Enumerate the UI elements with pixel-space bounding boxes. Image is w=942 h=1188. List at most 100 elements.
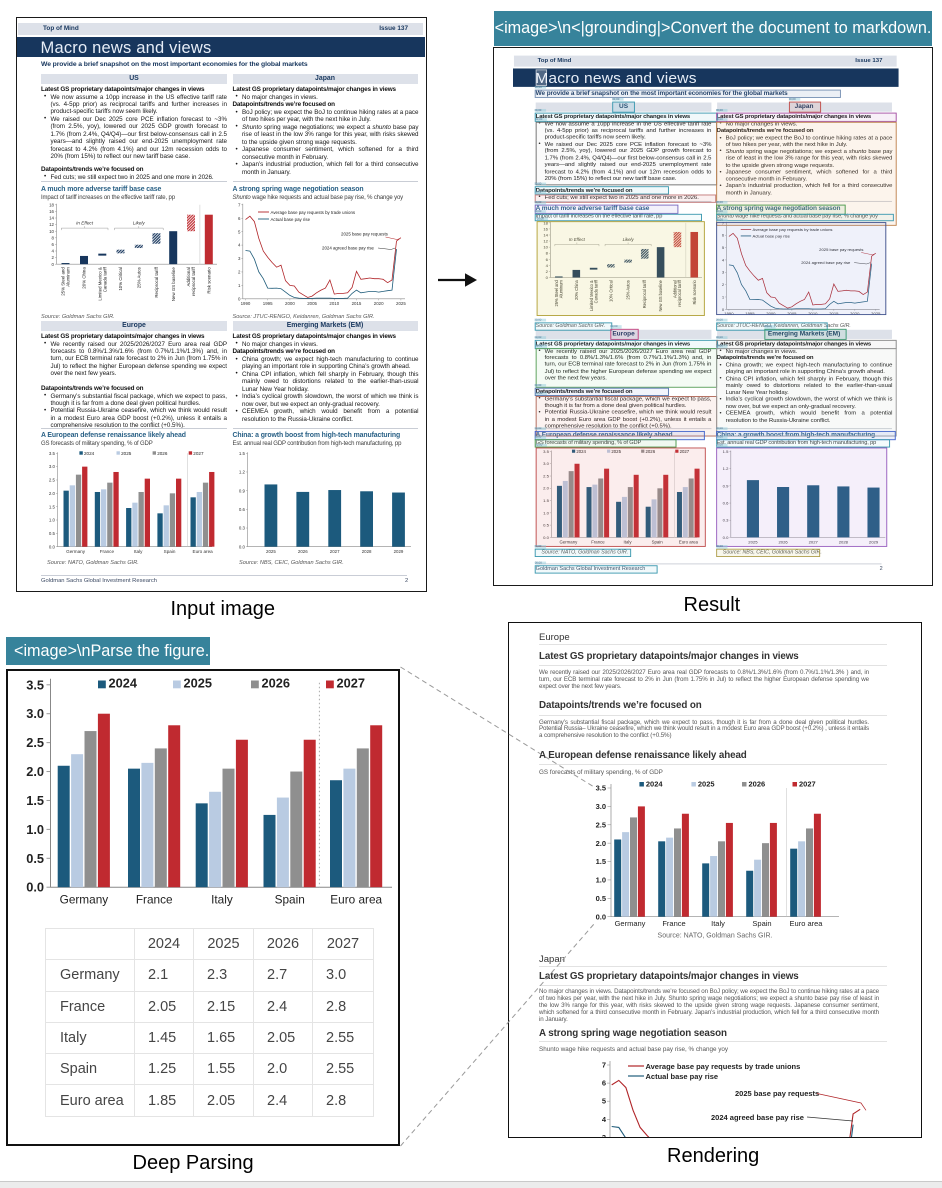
svg-text:Euro area: Euro area — [790, 919, 824, 928]
svg-text:Actual base pay rise: Actual base pay rise — [270, 217, 310, 222]
svg-text:Italy: Italy — [711, 919, 725, 928]
svg-text:Likely: Likely — [133, 221, 145, 226]
svg-text:3.5: 3.5 — [26, 677, 44, 692]
svg-text:2.0: 2.0 — [26, 764, 44, 779]
svg-text:2000: 2000 — [766, 311, 776, 316]
svg-text:2027: 2027 — [193, 451, 204, 456]
svg-text:Spain: Spain — [164, 549, 176, 554]
svg-text:4: 4 — [721, 257, 724, 262]
svg-text:2005: 2005 — [787, 311, 797, 316]
svg-text:4: 4 — [546, 263, 549, 268]
svg-text:1.2: 1.2 — [722, 466, 728, 471]
svg-text:5: 5 — [721, 245, 724, 250]
svg-text:2020: 2020 — [373, 301, 383, 306]
svg-text:In Effect: In Effect — [76, 221, 94, 226]
svg-text:2015: 2015 — [829, 311, 839, 316]
svg-text:Reciprocal tariff: Reciprocal tariff — [642, 279, 647, 308]
svg-text:5: 5 — [238, 229, 241, 234]
svg-text:2000: 2000 — [285, 301, 295, 306]
svg-text:2027: 2027 — [680, 449, 690, 454]
svg-text:2.0: 2.0 — [543, 486, 549, 491]
svg-text:2029: 2029 — [393, 549, 403, 554]
svg-text:1995: 1995 — [745, 311, 755, 316]
svg-text:0.5: 0.5 — [596, 893, 606, 902]
svg-text:3.0: 3.0 — [596, 802, 606, 811]
svg-text:2025 base pay requests: 2025 base pay requests — [735, 1089, 819, 1098]
svg-text:2025: 2025 — [871, 311, 881, 316]
svg-text:1: 1 — [238, 283, 241, 288]
svg-text:0.0: 0.0 — [543, 535, 549, 540]
svg-text:20% China: 20% China — [82, 267, 87, 289]
svg-text:0.0: 0.0 — [49, 544, 56, 549]
svg-text:2025: 2025 — [121, 451, 132, 456]
svg-text:2024: 2024 — [576, 449, 586, 454]
svg-text:8: 8 — [546, 251, 549, 256]
svg-text:2024 agreed base pay rise: 2024 agreed base pay rise — [711, 1113, 804, 1122]
svg-text:2028: 2028 — [838, 539, 848, 544]
svg-text:7: 7 — [721, 221, 724, 225]
svg-text:0.3: 0.3 — [238, 526, 245, 531]
svg-text:2027: 2027 — [337, 675, 365, 690]
svg-text:1.0: 1.0 — [49, 518, 56, 523]
svg-text:Additional: Additional — [673, 280, 678, 298]
svg-text:1.2: 1.2 — [238, 470, 245, 475]
svg-text:6: 6 — [602, 1078, 606, 1087]
svg-text:2: 2 — [238, 270, 241, 275]
svg-text:Spain: Spain — [652, 539, 664, 544]
svg-text:Germany: Germany — [60, 893, 109, 907]
svg-text:1.5: 1.5 — [26, 793, 44, 808]
svg-text:5: 5 — [602, 1096, 606, 1105]
svg-text:18: 18 — [543, 220, 548, 225]
svg-text:0: 0 — [546, 275, 549, 280]
svg-text:2010: 2010 — [329, 301, 339, 306]
svg-text:2024: 2024 — [646, 779, 664, 788]
svg-text:2028: 2028 — [361, 549, 371, 554]
svg-text:2027: 2027 — [808, 539, 818, 544]
svg-text:2026: 2026 — [297, 549, 307, 554]
svg-text:Actual base pay rise: Actual base pay rise — [752, 234, 790, 239]
svg-text:Italy: Italy — [134, 549, 143, 554]
svg-text:3.0: 3.0 — [26, 706, 44, 721]
svg-text:16: 16 — [49, 209, 54, 214]
svg-text:14: 14 — [543, 233, 548, 238]
svg-text:Canada tariff: Canada tariff — [593, 279, 598, 303]
svg-text:25% Autos: 25% Autos — [136, 266, 141, 288]
svg-text:0.9: 0.9 — [722, 483, 728, 488]
svg-text:2005: 2005 — [307, 301, 317, 306]
svg-text:1.5: 1.5 — [49, 504, 56, 509]
svg-text:2026: 2026 — [645, 449, 655, 454]
svg-text:0.9: 0.9 — [238, 488, 245, 493]
svg-text:6: 6 — [52, 242, 55, 247]
svg-text:3.0: 3.0 — [543, 461, 549, 466]
svg-text:2025: 2025 — [748, 539, 758, 544]
svg-text:25% Autos: 25% Autos — [626, 280, 631, 299]
svg-text:1990: 1990 — [724, 311, 734, 316]
svg-text:2024 agreed base pay rise: 2024 agreed base pay rise — [801, 260, 851, 265]
svg-text:1.0: 1.0 — [543, 510, 549, 515]
svg-text:3: 3 — [721, 270, 724, 275]
svg-text:25% Steel and: 25% Steel and — [61, 267, 66, 296]
svg-text:6: 6 — [721, 233, 724, 238]
svg-text:New GS baseline: New GS baseline — [658, 280, 663, 312]
svg-text:2025: 2025 — [611, 449, 621, 454]
svg-text:3: 3 — [238, 256, 241, 261]
svg-text:10% Critical: 10% Critical — [118, 267, 123, 290]
svg-text:Limited Mexico &: Limited Mexico & — [98, 267, 103, 301]
svg-text:Average base pay requests by t: Average base pay requests by trade union… — [752, 227, 832, 232]
svg-text:0.5: 0.5 — [26, 851, 44, 866]
svg-text:2024 agreed base pay rise: 2024 agreed base pay rise — [322, 246, 375, 251]
svg-text:3.0: 3.0 — [49, 464, 56, 469]
svg-text:2026: 2026 — [778, 539, 788, 544]
svg-text:8: 8 — [52, 235, 55, 240]
svg-text:Euro area: Euro area — [193, 549, 214, 554]
svg-text:12: 12 — [49, 222, 54, 227]
svg-text:Average base pay requests by t: Average base pay requests by trade union… — [646, 1061, 801, 1070]
svg-text:Limited Mexico &: Limited Mexico & — [589, 280, 594, 311]
svg-text:France: France — [100, 549, 115, 554]
svg-text:Average base pay requests by t: Average base pay requests by trade union… — [270, 210, 355, 215]
svg-text:2: 2 — [721, 282, 724, 287]
svg-text:2026: 2026 — [749, 779, 766, 788]
svg-text:2025: 2025 — [266, 549, 276, 554]
svg-text:2: 2 — [546, 269, 549, 274]
svg-text:2024: 2024 — [109, 675, 138, 690]
